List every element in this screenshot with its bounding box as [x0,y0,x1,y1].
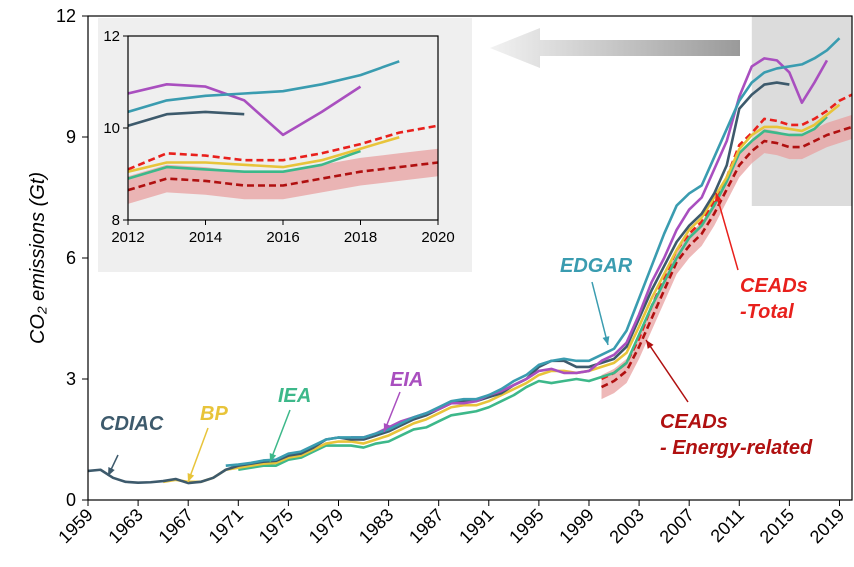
inset-y-tick-label: 8 [112,212,120,229]
x-tick-label: 1979 [305,505,347,547]
inset-x-tick-label: 2018 [344,229,377,246]
label-arrow [187,427,209,483]
y-tick-label: 9 [66,127,76,147]
zoom-arrow [490,28,740,68]
label-arrowhead [187,473,195,482]
inset-y-tick-label: 10 [103,120,120,137]
inset-x-tick-label: 2012 [111,229,144,246]
label-arrow [715,192,739,271]
inset-series-line [128,135,400,173]
label-arrowhead [269,453,277,462]
y-axis-label: CO₂ emissions (Gt) [27,172,49,344]
inset-y-tick-label: 12 [103,28,120,45]
x-tick-label: 1975 [255,505,297,547]
inset-series-line [128,149,361,180]
series-line [162,103,841,484]
series-line [225,37,841,468]
inset-x-tick-label: 2020 [421,229,454,246]
series-label: EDGAR [560,255,633,277]
x-tick-label: 2003 [605,505,647,547]
inset-series-line [128,60,400,114]
series-label: EIA [390,369,423,391]
inset-x-tick-label: 2016 [266,229,299,246]
x-tick-label: 1967 [155,505,197,547]
label-arrow [269,409,291,463]
inset-series-line [128,83,362,137]
label-arrowhead [714,193,722,202]
label-arrowhead [602,336,610,345]
label-arrowhead [383,423,391,432]
series-label-line: CEADs [660,411,728,433]
inset-series-line-band [128,148,438,204]
x-tick-label: 1983 [355,505,397,547]
label-arrow [645,339,689,403]
x-tick-label: 1971 [205,505,247,547]
x-tick-label: 1995 [505,505,547,547]
x-tick-label: 2015 [756,505,798,547]
x-tick-label: 1959 [54,505,96,547]
inset-series-line [128,110,245,127]
x-tick-label: 1999 [555,505,597,547]
zoom-region [751,16,852,206]
series-label-line: CEADs [740,275,808,297]
x-tick-label: 1987 [405,505,447,547]
inset-x-tick-label: 2014 [189,229,222,246]
y-tick-label: 0 [66,490,76,510]
series-label-line: -Total [740,301,794,323]
series-label: CEADs -Total [740,275,808,323]
series-line-band [601,114,852,400]
series-label: CEADs - Energy-related [660,411,813,459]
series-line [600,125,852,389]
inset-panel [98,18,472,272]
series-line [238,115,828,472]
x-tick-label: 2007 [656,505,698,547]
label-arrow [591,281,609,346]
series-label: IEA [278,385,311,407]
y-tick-label: 6 [66,248,76,268]
y-tick-label: 12 [56,6,76,26]
x-tick-label: 2019 [806,505,848,547]
label-arrowhead [646,340,654,349]
x-tick-label: 1991 [455,505,497,547]
series-label: CDIAC [100,413,164,435]
y-tick-label: 3 [66,369,76,389]
label-arrowhead [108,467,115,476]
series-label-line: - Energy-related [660,437,813,459]
inset-series-line [128,124,438,171]
series-label: BP [200,403,228,425]
x-tick-label: 1963 [104,505,146,547]
inset-series-line [128,161,438,192]
x-tick-label: 2011 [707,505,749,547]
